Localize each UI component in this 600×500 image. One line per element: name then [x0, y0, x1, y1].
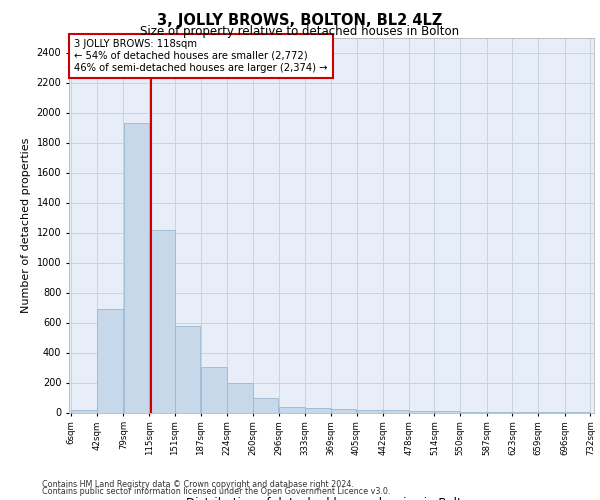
Bar	[383, 410, 409, 412]
Bar	[279, 407, 305, 412]
Bar	[97, 309, 123, 412]
Text: Contains public sector information licensed under the Open Government Licence v3: Contains public sector information licen…	[42, 487, 391, 496]
Bar	[357, 410, 383, 412]
Bar	[434, 411, 460, 412]
Text: 3, JOLLY BROWS, BOLTON, BL2 4LZ: 3, JOLLY BROWS, BOLTON, BL2 4LZ	[157, 12, 443, 28]
Bar	[409, 411, 434, 412]
Bar	[331, 409, 356, 412]
Text: Size of property relative to detached houses in Bolton: Size of property relative to detached ho…	[140, 25, 460, 38]
Bar	[175, 326, 200, 412]
X-axis label: Distribution of detached houses by size in Bolton: Distribution of detached houses by size …	[187, 496, 476, 500]
Bar	[124, 123, 149, 412]
Text: Contains HM Land Registry data © Crown copyright and database right 2024.: Contains HM Land Registry data © Crown c…	[42, 480, 354, 489]
Bar	[253, 398, 278, 412]
Bar	[305, 408, 331, 412]
Text: 3 JOLLY BROWS: 118sqm
← 54% of detached houses are smaller (2,772)
46% of semi-d: 3 JOLLY BROWS: 118sqm ← 54% of detached …	[74, 40, 328, 72]
Y-axis label: Number of detached properties: Number of detached properties	[21, 138, 31, 312]
Bar	[149, 230, 175, 412]
Bar	[71, 410, 97, 412]
Bar	[227, 383, 253, 412]
Bar	[201, 367, 227, 412]
